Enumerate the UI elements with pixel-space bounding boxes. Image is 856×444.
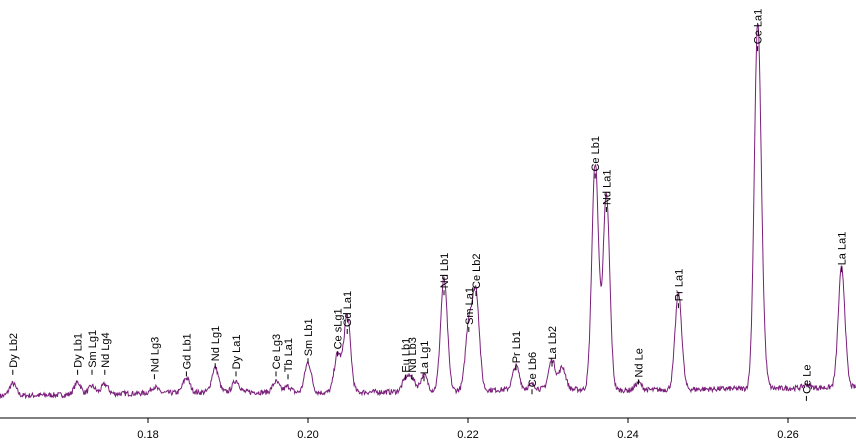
x-tick-label: 0.20	[297, 429, 318, 441]
x-tick-label: 0.18	[137, 429, 158, 441]
peak-label: Dy La1	[231, 335, 243, 370]
x-axis-ticks: 0.18 0.20 0.22 0.24 0.26	[137, 418, 799, 441]
peak-marker: Dy La1	[231, 335, 243, 377]
peak-marker: La Lg1	[419, 341, 431, 382]
peak-label: Tb La1	[283, 338, 295, 372]
peak-label: Nd Le	[633, 348, 645, 377]
peak-label: Ce La1	[753, 9, 765, 44]
peak-marker: Sm La1	[464, 287, 476, 332]
peak-label: Nd Lb1	[439, 253, 451, 288]
peak-label: Nd La1	[601, 170, 613, 205]
peak-label: Pr La1	[673, 269, 685, 301]
peak-marker: La La1	[837, 232, 849, 273]
peak-label: Dy Lb1	[73, 333, 85, 368]
peak-marker: Nd La1	[601, 170, 613, 212]
peak-marker: Ce Lb1	[590, 136, 602, 179]
peak-label: Dy Lb2	[8, 333, 20, 368]
x-tick-label: 0.22	[457, 429, 478, 441]
peak-label: Pr Lb1	[511, 331, 523, 363]
peak-marker: Ce Lb6	[527, 352, 539, 395]
peak-marker: Nd Lg3	[149, 337, 161, 380]
peak-label: Ce sLg1	[333, 308, 345, 349]
peak-label: Sm Lb1	[303, 318, 315, 356]
peak-marker: Tb La1	[283, 338, 295, 380]
peak-label: La Lg1	[419, 341, 431, 375]
peak-marker: Gd Lb1	[181, 333, 193, 377]
peak-label: Nd Lg1	[210, 326, 222, 361]
peak-marker: Pr Lb1	[511, 331, 523, 371]
spectrum-line	[0, 22, 856, 400]
peak-label: Gd La1	[342, 291, 354, 327]
peak-marker: Ce Le	[801, 365, 813, 401]
peak-label: Ce Lb1	[590, 136, 602, 171]
peak-labels: Dy Lb2 Dy Lb1 Sm Lg1 Nd Lg4 Nd Lg3 Gd Lb1 Nd L…	[8, 9, 849, 401]
peak-label: Nd Lg4	[100, 332, 112, 367]
peak-marker: Ce Lg3	[271, 334, 283, 377]
peak-label: Sm La1	[464, 287, 476, 325]
peak-label: Nd Lg3	[149, 337, 161, 372]
peak-marker: Eu Lb1	[401, 338, 413, 380]
peak-marker: Nd Lb1	[439, 253, 451, 296]
plot-area	[0, 22, 856, 400]
peak-label: Ce Lg3	[271, 334, 283, 369]
peak-label: La Lb2	[547, 326, 559, 360]
peak-marker: Sm Lb1	[303, 318, 315, 364]
peak-marker: Dy Lb1	[73, 333, 85, 375]
peak-marker: Nd Le	[633, 348, 645, 385]
peak-marker: La Lb2	[547, 326, 559, 367]
peak-label: Ce Le	[801, 365, 813, 394]
peak-label: Ce Lb6	[527, 352, 539, 387]
peak-marker: Nd Lg4	[100, 332, 112, 375]
peak-label: Gd Lb1	[181, 333, 193, 369]
peak-label: Sm Lg1	[87, 330, 99, 368]
peak-marker: Ce Lb2	[471, 254, 483, 296]
peak-label: Eu Lb1	[401, 338, 413, 373]
peak-marker: Gd La1	[342, 291, 354, 334]
peak-marker: Ce La1	[753, 9, 765, 52]
peak-label: Ce Lb2	[471, 254, 483, 289]
peak-label: Nd Lb3	[407, 337, 419, 372]
x-tick-label: 0.24	[617, 429, 638, 441]
x-tick-label: 0.26	[777, 429, 798, 441]
peak-marker: Nd Lg1	[210, 326, 222, 369]
peak-label: La La1	[837, 232, 849, 266]
peak-marker: Sm Lg1	[87, 330, 99, 375]
peak-marker: Pr La1	[673, 269, 685, 309]
peak-marker: Dy Lb2	[8, 333, 20, 375]
peak-marker: Ce sLg1	[333, 308, 345, 357]
peak-marker: Nd Lb3	[407, 337, 419, 380]
